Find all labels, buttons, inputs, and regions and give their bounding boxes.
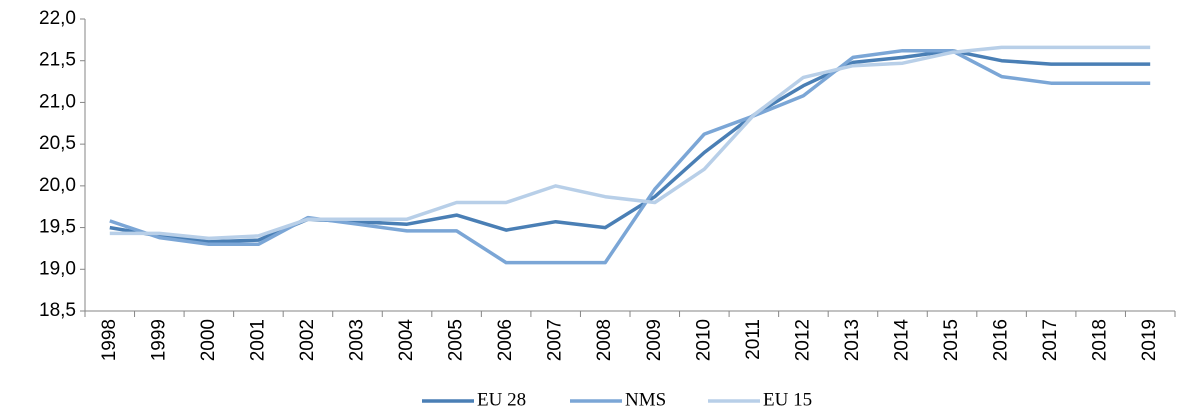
x-tick-label: 2004 xyxy=(396,319,417,362)
legend-label: EU 15 xyxy=(763,389,812,410)
x-tick-label: 2008 xyxy=(594,319,615,361)
x-tick-label: 2009 xyxy=(644,319,665,361)
x-tick-label: 2002 xyxy=(297,319,318,361)
x-tick-label: 2011 xyxy=(743,319,764,360)
y-tick-label: 21,5 xyxy=(39,50,76,71)
y-tick-label: 18,5 xyxy=(39,300,76,321)
x-tick-label: 2012 xyxy=(792,319,813,361)
x-tick-label: 2013 xyxy=(842,319,863,361)
y-tick-label: 20,5 xyxy=(39,133,76,154)
x-tick-label: 2017 xyxy=(1040,319,1061,361)
x-tick-label: 2000 xyxy=(198,319,219,361)
x-tick-label: 2015 xyxy=(941,319,962,361)
x-tick-label: 2010 xyxy=(693,319,714,361)
x-tick-label: 2001 xyxy=(247,319,268,361)
series-line xyxy=(109,45,1151,241)
x-tick-label: 2006 xyxy=(495,319,516,361)
x-tick-label: 2007 xyxy=(545,319,566,361)
x-tick-label: 2018 xyxy=(1090,319,1111,361)
series-line xyxy=(109,48,1151,244)
y-tick-label: 22,0 xyxy=(39,8,76,29)
y-tick-label: 21,0 xyxy=(39,91,76,112)
legend-label: EU 28 xyxy=(477,389,526,410)
x-tick-label: 2003 xyxy=(347,319,368,361)
x-tick-label: 2016 xyxy=(991,319,1012,361)
x-tick-label: 1999 xyxy=(148,319,169,361)
y-tick-label: 19,5 xyxy=(39,217,76,238)
x-tick-label: 2014 xyxy=(892,319,913,362)
y-tick-label: 20,0 xyxy=(39,175,76,196)
x-tick-label: 2005 xyxy=(446,319,467,361)
y-tick-label: 19,0 xyxy=(39,258,76,279)
legend-label: NMS xyxy=(625,389,666,410)
series-line xyxy=(109,48,1151,265)
x-tick-label: 2019 xyxy=(1139,319,1160,361)
x-tick-label: 1998 xyxy=(99,319,120,361)
